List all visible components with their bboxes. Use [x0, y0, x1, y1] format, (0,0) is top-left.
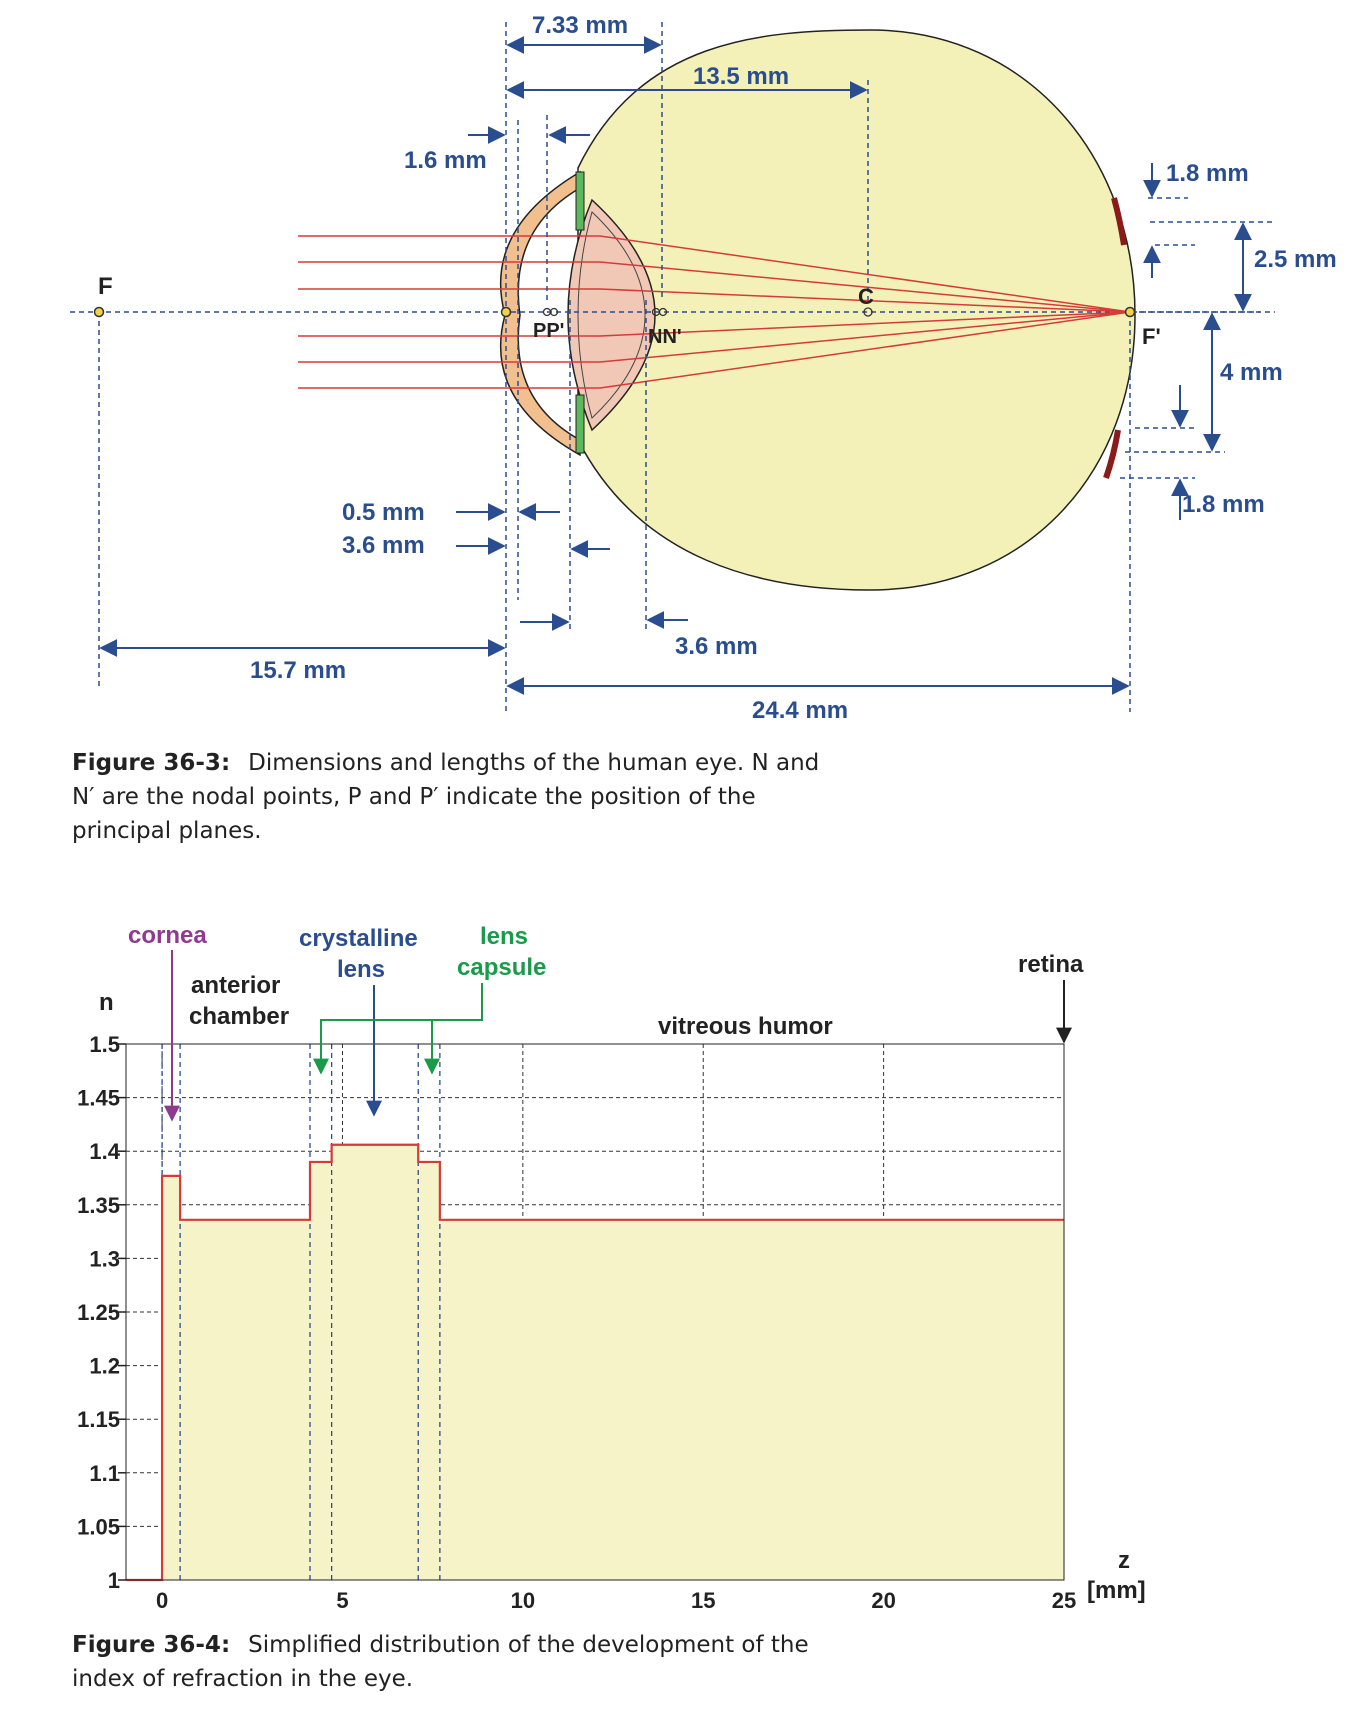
- annot-vitreous: vitreous humor: [658, 1013, 833, 1040]
- focal-point-f: [93, 306, 105, 318]
- dim-13-5: 13.5 mm: [693, 63, 789, 90]
- x-tick-label-5: 25: [1052, 1588, 1076, 1613]
- y-tick-label-4: 1.2: [89, 1354, 120, 1379]
- annot-retina: retina: [1018, 951, 1084, 978]
- chart-y-ticks: 1 1.05 1.1 1.15 1.2 1.25 1.3 1.35 1.4 1.45 1.5: [77, 1032, 126, 1593]
- dimension-arrows: [99, 36, 1252, 695]
- annot-capsule-lens: lens: [480, 923, 528, 950]
- y-tick-label-2: 1.1: [89, 1461, 120, 1486]
- x-tick-label-0: 0: [156, 1588, 168, 1613]
- chart-ylabel: n: [99, 989, 114, 1016]
- dim-24-4: 24.4 mm: [752, 697, 848, 724]
- caption-label-36-4: Figure 36-4:: [72, 1632, 231, 1658]
- x-tick-label-3: 15: [691, 1588, 715, 1613]
- label-c: C: [858, 284, 874, 309]
- retina-mark-top: [1111, 197, 1127, 246]
- dim-0-5: 0.5 mm: [342, 499, 425, 526]
- refraction-chart: 1 1.05 1.1 1.15 1.2 1.25 1.3 1.35 1.4 1.45 1.5 0 5 1…: [77, 922, 1146, 1613]
- x-tick-label-1: 5: [336, 1588, 348, 1613]
- focal-point-f-prime: [1124, 306, 1136, 318]
- dim-7-33: 7.33 mm: [532, 12, 628, 39]
- annot-anterior: anterior: [191, 972, 280, 999]
- label-f: F: [98, 273, 113, 300]
- eyeball: [577, 29, 1136, 591]
- chart-series-line: [126, 1143, 1064, 1582]
- lens-capsule-outline: [577, 211, 646, 419]
- y-tick-label-7: 1.35: [77, 1193, 120, 1218]
- annot-capsule-bracket: [320, 983, 483, 1072]
- dim-3-6-right: 3.6 mm: [675, 633, 758, 660]
- chart-xlabel-unit: [mm]: [1087, 1577, 1146, 1604]
- iris-top: [575, 171, 585, 231]
- dim-15-7: 15.7 mm: [250, 657, 346, 684]
- dim-2-5: 2.5 mm: [1254, 246, 1337, 273]
- eye-diagram: F F' C PP' NN' 7.33 mm 13.5 mm 1.6 mm 1.…: [70, 12, 1337, 724]
- annot-crystalline-lens: lens: [337, 956, 385, 983]
- chart-area-fill: [162, 1144, 1065, 1580]
- rays: [298, 235, 1131, 389]
- dim-1-8-bottom: 1.8 mm: [1182, 491, 1265, 518]
- chart-x-ticks: 0 5 10 15 20 25: [156, 1588, 1076, 1613]
- annot-cornea: cornea: [128, 922, 207, 949]
- caption-text-36-3: Dimensions and lengths of the human eye.…: [72, 750, 820, 844]
- points: [93, 306, 1136, 318]
- guides: [98, 22, 1275, 712]
- y-tick-label-1: 1.05: [77, 1514, 120, 1539]
- vertex-point: [500, 306, 512, 318]
- label-f-prime: F': [1142, 324, 1161, 349]
- annot-crystalline: crystalline: [299, 925, 418, 952]
- y-tick-label-0: 1: [108, 1568, 120, 1593]
- label-nn: NN': [648, 326, 682, 348]
- y-tick-label-8: 1.4: [89, 1139, 120, 1164]
- caption-text-36-4: Simplified distribution of the developme…: [72, 1632, 809, 1692]
- y-tick-label-10: 1.5: [89, 1032, 120, 1057]
- crystalline-lens: [567, 198, 656, 432]
- annot-capsule: capsule: [457, 954, 546, 981]
- dim-1-8-top: 1.8 mm: [1166, 160, 1249, 187]
- y-tick-label-5: 1.25: [77, 1300, 120, 1325]
- y-tick-label-9: 1.45: [77, 1086, 120, 1111]
- x-tick-label-4: 20: [871, 1588, 895, 1613]
- label-pp: PP': [533, 320, 564, 342]
- chart-xlabel-z: z: [1118, 1547, 1130, 1574]
- dim-3-6-left: 3.6 mm: [342, 532, 425, 559]
- x-tick-label-2: 10: [511, 1588, 535, 1613]
- caption-label-36-3: Figure 36-3:: [72, 750, 231, 776]
- dim-1-6: 1.6 mm: [404, 147, 487, 174]
- retina-mark-bottom: [1103, 429, 1121, 479]
- caption-figure-36-4: Figure 36-4: Simplified distribution of t…: [72, 1628, 832, 1696]
- caption-figure-36-3: Figure 36-3: Dimensions and lengths of th…: [72, 746, 832, 848]
- cornea: [499, 170, 581, 457]
- dim-4: 4 mm: [1220, 359, 1283, 386]
- y-tick-label-3: 1.15: [77, 1407, 120, 1432]
- small-circles: [542, 307, 873, 317]
- annot-chamber: chamber: [189, 1003, 289, 1030]
- y-tick-label-6: 1.3: [89, 1246, 120, 1271]
- iris-bottom: [575, 394, 585, 454]
